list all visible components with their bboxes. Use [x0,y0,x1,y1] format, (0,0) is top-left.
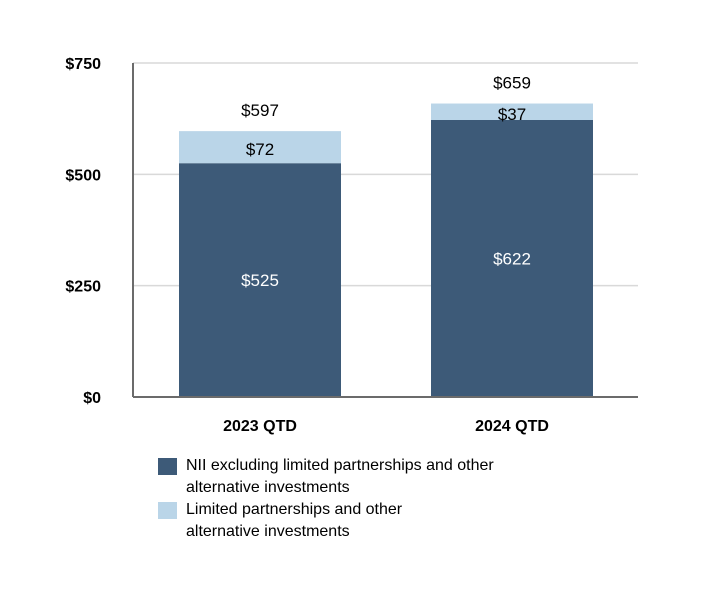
legend-item-limited-partnerships: Limited partnerships and other alternati… [158,499,578,543]
data-labels: $525 $72 $597 $622 $37 $659 [241,74,531,291]
legend-label-lp-line2: alternative investments [186,523,350,540]
bar-value-label: $72 [246,140,274,159]
stacked-bar-chart: $525 $72 $597 $622 $37 $659 $0 $250 $500 $750 202… [65,56,638,435]
y-tick-label: $750 [65,56,101,73]
bar-value-label: $37 [498,105,526,124]
legend: NII excluding limited partnerships and o… [158,455,578,543]
bar-value-label: $525 [241,271,279,290]
legend-label-lp-line1: Limited partnerships and other [186,501,403,518]
x-category-label: 2024 QTD [475,418,549,435]
total-label: $659 [493,74,531,93]
y-tick-label: $0 [83,390,101,407]
total-label: $597 [241,101,279,120]
axes: $0 $250 $500 $750 2023 QTD 2024 QTD [65,56,638,435]
bar-segment [179,163,341,397]
legend-swatch-nii [158,458,177,475]
y-tick-label: $500 [65,167,101,184]
bar-segment [431,103,593,121]
legend-label-nii-line2: alternative investments [186,479,350,496]
bars [179,103,593,397]
bar-segment [431,120,593,397]
y-tick-label: $250 [65,279,101,296]
bar-segment [179,131,341,164]
legend-item-nii: NII excluding limited partnerships and o… [158,455,578,499]
legend-swatch-limited-partnerships [158,502,177,519]
bar-value-label: $622 [493,250,531,269]
legend-label-nii-line1: NII excluding limited partnerships and o… [186,457,494,474]
x-category-label: 2023 QTD [223,418,297,435]
